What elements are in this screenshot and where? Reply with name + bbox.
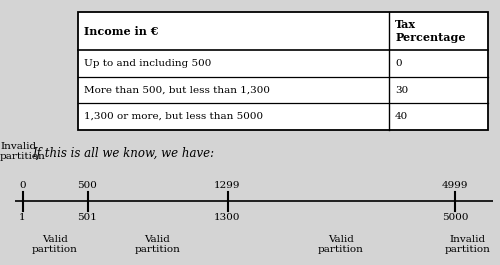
Text: 40: 40 xyxy=(395,112,408,121)
Text: More than 500, but less than 1,300: More than 500, but less than 1,300 xyxy=(84,86,270,95)
Text: Tax
Percentage: Tax Percentage xyxy=(395,19,466,43)
Text: Valid
partition: Valid partition xyxy=(134,235,180,254)
Text: Income in €: Income in € xyxy=(84,26,158,37)
Text: Invalid
partition: Invalid partition xyxy=(0,142,46,161)
Text: Up to and including 500: Up to and including 500 xyxy=(84,59,211,68)
Text: 30: 30 xyxy=(395,86,408,95)
Text: 1,300 or more, but less than 5000: 1,300 or more, but less than 5000 xyxy=(84,112,262,121)
Text: 1299: 1299 xyxy=(214,181,241,190)
Text: 1300: 1300 xyxy=(214,213,241,222)
Text: 0: 0 xyxy=(395,59,402,68)
Text: 4999: 4999 xyxy=(442,181,468,190)
Text: If this is all we know, we have:: If this is all we know, we have: xyxy=(32,147,214,160)
Text: 500: 500 xyxy=(78,181,98,190)
Text: 501: 501 xyxy=(78,213,98,222)
Text: 1: 1 xyxy=(19,213,26,222)
FancyBboxPatch shape xyxy=(78,12,488,130)
Text: Valid
partition: Valid partition xyxy=(32,235,78,254)
Text: Invalid
partition: Invalid partition xyxy=(444,235,490,254)
Text: 0: 0 xyxy=(19,181,26,190)
Text: Valid
partition: Valid partition xyxy=(318,235,364,254)
Text: 5000: 5000 xyxy=(442,213,468,222)
